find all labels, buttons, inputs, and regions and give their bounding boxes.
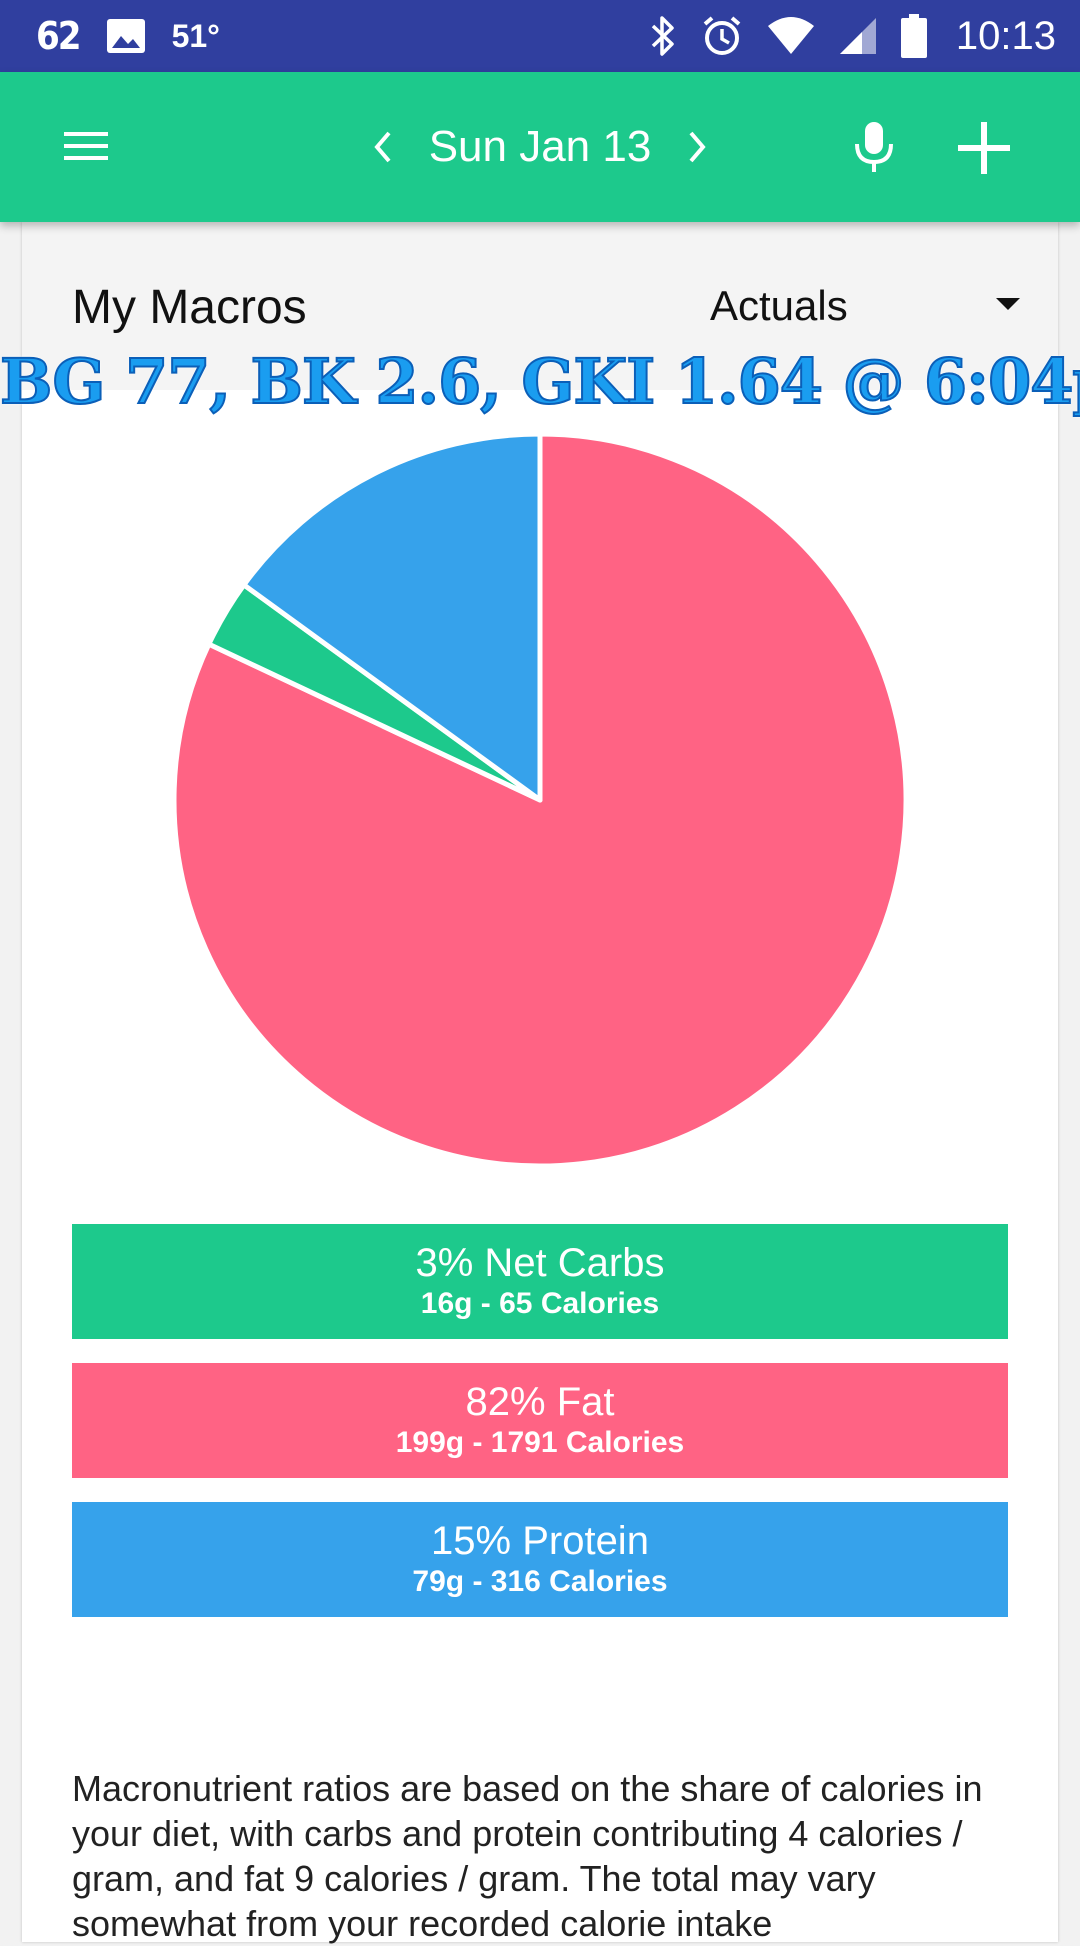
card-title: My Macros bbox=[72, 281, 307, 334]
macro-bar-fat: 82% Fat 199g - 1791 Calories bbox=[72, 1363, 1008, 1478]
image-icon bbox=[106, 18, 146, 54]
mic-icon[interactable] bbox=[852, 120, 896, 181]
macro-percent-label: 3% Net Carbs bbox=[415, 1240, 665, 1285]
glucose-ketone-overlay: BG 77, BK 2.6, GKI 1.64 @ 6:04p bbox=[0, 344, 1080, 419]
alarm-icon bbox=[700, 14, 744, 58]
app-bar: Sun Jan 13 bbox=[0, 72, 1080, 222]
plus-icon[interactable] bbox=[956, 120, 1012, 181]
current-date[interactable]: Sun Jan 13 bbox=[428, 122, 652, 171]
pie-slice-fat bbox=[171, 431, 909, 1169]
temperature: 51° bbox=[171, 17, 220, 54]
wifi-icon bbox=[766, 16, 816, 56]
macro-percent-label: 15% Protein bbox=[431, 1518, 649, 1563]
macros-pie-chart bbox=[171, 431, 909, 1169]
menu-icon[interactable] bbox=[62, 122, 110, 170]
dropdown-value: Actuals bbox=[710, 282, 848, 329]
chevron-left-icon[interactable] bbox=[363, 123, 403, 171]
macro-detail-label: 79g - 316 Calories bbox=[412, 1564, 668, 1598]
battery-icon bbox=[900, 13, 928, 59]
macro-detail-label: 16g - 65 Calories bbox=[420, 1286, 660, 1320]
macro-percent-label: 82% Fat bbox=[465, 1379, 615, 1424]
bluetooth-icon bbox=[648, 14, 678, 58]
macro-bar-net-carbs: 3% Net Carbs 16g - 65 Calories bbox=[72, 1224, 1008, 1339]
macro-detail-label: 199g - 1791 Calories bbox=[395, 1425, 685, 1459]
card-header: My Macros Actuals bbox=[22, 222, 1058, 390]
macros-description: Macronutrient ratios are based on the sh… bbox=[72, 1768, 983, 1944]
caret-down-icon bbox=[996, 298, 1020, 310]
cell-signal-icon bbox=[838, 16, 878, 56]
pie-slice-protein bbox=[241, 431, 543, 803]
chevron-right-icon[interactable] bbox=[677, 123, 717, 171]
notification-count: 62 bbox=[36, 14, 82, 58]
date-navigator: Sun Jan 13 bbox=[0, 72, 1080, 222]
status-bar: 62 51° 10:13 bbox=[0, 0, 1080, 72]
view-mode-dropdown[interactable]: Actuals bbox=[710, 276, 1020, 336]
macro-bar-protein: 15% Protein 79g - 316 Calories bbox=[72, 1502, 1008, 1617]
clock: 10:13 bbox=[955, 13, 1056, 58]
